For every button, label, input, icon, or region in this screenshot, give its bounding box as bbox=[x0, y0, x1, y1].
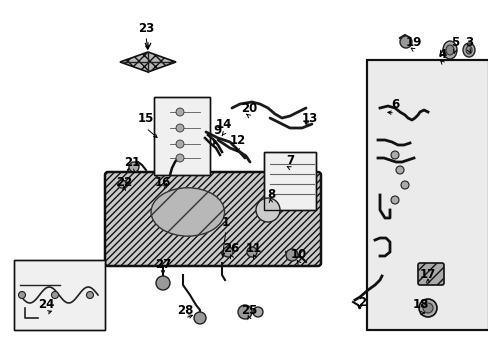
FancyBboxPatch shape bbox=[417, 263, 443, 285]
Bar bbox=[14, 260, 105, 330]
Bar bbox=[154, 97, 209, 175]
Circle shape bbox=[51, 292, 59, 298]
Text: 14: 14 bbox=[215, 118, 232, 131]
Ellipse shape bbox=[465, 46, 471, 54]
Text: 24: 24 bbox=[38, 298, 54, 311]
Text: 23: 23 bbox=[138, 22, 154, 35]
Text: 27: 27 bbox=[155, 258, 171, 271]
Polygon shape bbox=[120, 52, 176, 72]
Bar bbox=[14, 260, 105, 330]
Circle shape bbox=[176, 140, 183, 148]
Text: 3: 3 bbox=[464, 36, 472, 49]
Ellipse shape bbox=[151, 188, 224, 236]
Circle shape bbox=[129, 162, 139, 172]
Text: 10: 10 bbox=[290, 248, 306, 261]
Text: 12: 12 bbox=[229, 134, 245, 147]
Text: 4: 4 bbox=[438, 49, 446, 62]
Text: 11: 11 bbox=[245, 242, 262, 255]
Text: 21: 21 bbox=[123, 157, 140, 170]
Text: 7: 7 bbox=[285, 153, 293, 166]
Text: 17: 17 bbox=[419, 269, 435, 282]
Circle shape bbox=[223, 247, 232, 257]
Circle shape bbox=[418, 299, 436, 317]
Circle shape bbox=[246, 247, 257, 257]
Circle shape bbox=[422, 303, 432, 313]
Text: 1: 1 bbox=[222, 216, 229, 229]
Text: 28: 28 bbox=[177, 303, 193, 316]
Text: 18: 18 bbox=[412, 298, 428, 311]
Circle shape bbox=[400, 181, 408, 189]
Ellipse shape bbox=[442, 41, 456, 59]
Bar bbox=[264, 152, 315, 210]
Circle shape bbox=[285, 249, 297, 261]
Ellipse shape bbox=[445, 45, 453, 55]
Circle shape bbox=[19, 292, 25, 298]
Bar bbox=[366, 60, 488, 330]
Bar bbox=[366, 60, 488, 330]
Circle shape bbox=[395, 166, 403, 174]
Text: 25: 25 bbox=[240, 303, 257, 316]
Circle shape bbox=[390, 151, 398, 159]
Text: 16: 16 bbox=[155, 176, 171, 189]
Circle shape bbox=[176, 108, 183, 116]
Text: 15: 15 bbox=[138, 112, 154, 125]
FancyBboxPatch shape bbox=[105, 172, 320, 266]
Text: 2: 2 bbox=[357, 297, 366, 310]
Text: 9: 9 bbox=[212, 123, 221, 136]
Circle shape bbox=[156, 276, 170, 290]
Text: 20: 20 bbox=[241, 102, 257, 114]
Text: 6: 6 bbox=[390, 99, 398, 112]
Circle shape bbox=[86, 292, 93, 298]
Text: 5: 5 bbox=[450, 36, 458, 49]
Circle shape bbox=[194, 312, 205, 324]
Circle shape bbox=[390, 196, 398, 204]
Circle shape bbox=[238, 305, 251, 319]
Circle shape bbox=[176, 124, 183, 132]
Text: 13: 13 bbox=[301, 112, 318, 125]
Text: 26: 26 bbox=[223, 242, 239, 255]
Ellipse shape bbox=[462, 43, 474, 57]
Circle shape bbox=[399, 36, 411, 48]
Text: 19: 19 bbox=[405, 36, 421, 49]
Circle shape bbox=[176, 154, 183, 162]
Text: 8: 8 bbox=[266, 189, 275, 202]
Circle shape bbox=[252, 307, 263, 317]
Text: 22: 22 bbox=[116, 176, 132, 189]
Circle shape bbox=[256, 198, 280, 222]
Bar bbox=[264, 152, 315, 210]
Bar bbox=[154, 97, 209, 175]
Circle shape bbox=[118, 180, 126, 188]
